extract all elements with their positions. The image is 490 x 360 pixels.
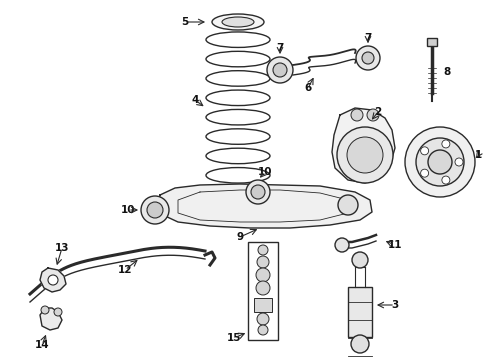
Circle shape [258, 245, 268, 255]
Circle shape [367, 109, 379, 121]
Circle shape [455, 158, 463, 166]
Polygon shape [332, 108, 395, 183]
Circle shape [428, 150, 452, 174]
Circle shape [251, 185, 265, 199]
Text: 8: 8 [443, 67, 451, 77]
Circle shape [147, 202, 163, 218]
Text: 10: 10 [121, 205, 135, 215]
Circle shape [256, 268, 270, 282]
Text: 7: 7 [276, 43, 284, 53]
Text: 6: 6 [304, 83, 312, 93]
Circle shape [420, 147, 429, 155]
Circle shape [335, 238, 349, 252]
Circle shape [267, 57, 293, 83]
Circle shape [356, 46, 380, 70]
Bar [427, 38, 437, 46]
Text: 1: 1 [474, 150, 482, 160]
Circle shape [41, 306, 49, 314]
Circle shape [347, 137, 383, 173]
Circle shape [338, 195, 358, 215]
Circle shape [48, 275, 58, 285]
Circle shape [141, 196, 169, 224]
Circle shape [54, 308, 62, 316]
Polygon shape [40, 308, 62, 330]
Polygon shape [40, 268, 66, 292]
Circle shape [246, 180, 270, 204]
Circle shape [420, 169, 429, 177]
Circle shape [273, 63, 287, 77]
Text: 14: 14 [35, 340, 49, 350]
Circle shape [416, 138, 464, 186]
Text: 3: 3 [392, 300, 399, 310]
Circle shape [256, 281, 270, 295]
Bar [254, 298, 272, 312]
Circle shape [442, 140, 450, 148]
Circle shape [352, 252, 368, 268]
Bar [348, 287, 372, 337]
Circle shape [405, 127, 475, 197]
Circle shape [351, 109, 363, 121]
Circle shape [258, 325, 268, 335]
Text: 9: 9 [237, 232, 244, 242]
Text: 15: 15 [227, 333, 241, 343]
Ellipse shape [212, 14, 264, 30]
Text: 7: 7 [364, 33, 372, 43]
Text: 4: 4 [191, 95, 198, 105]
Circle shape [337, 127, 393, 183]
Text: 11: 11 [388, 240, 402, 250]
Text: 12: 12 [118, 265, 132, 275]
Text: 5: 5 [181, 17, 189, 27]
Circle shape [362, 52, 374, 64]
Text: 2: 2 [374, 107, 382, 117]
Circle shape [257, 313, 269, 325]
Bar [248, 242, 278, 340]
Circle shape [257, 256, 269, 268]
Circle shape [442, 176, 450, 184]
Ellipse shape [222, 17, 254, 27]
Text: 13: 13 [55, 243, 69, 253]
Circle shape [351, 335, 369, 353]
Polygon shape [158, 184, 372, 228]
Text: 10: 10 [258, 167, 272, 177]
